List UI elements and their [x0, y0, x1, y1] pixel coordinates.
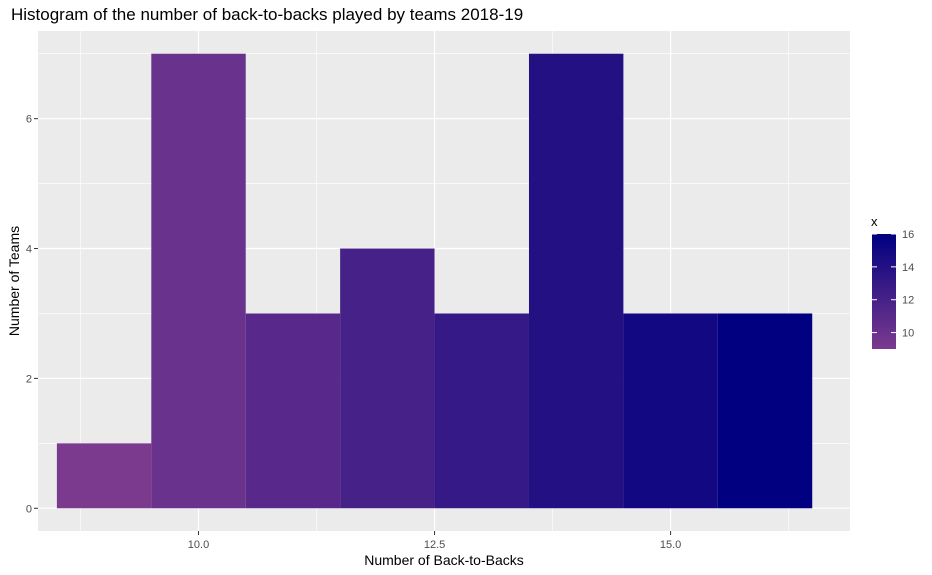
- legend-ticks: 10 12 14 16: [872, 229, 914, 340]
- legend-label: 12: [902, 295, 914, 307]
- histogram-bar: [528, 53, 624, 509]
- x-tick-label: 10.0: [188, 539, 209, 551]
- y-tick-label: 6: [26, 114, 32, 126]
- legend-title: x: [871, 214, 878, 229]
- x-axis: 10.0 12.5 15.0: [188, 531, 681, 551]
- y-axis-title: Number of Teams: [6, 226, 22, 336]
- histogram-bar: [434, 313, 529, 509]
- legend-label: 10: [902, 328, 914, 340]
- histogram-bar: [151, 53, 246, 509]
- color-legend: x 10 12 14 16: [871, 214, 914, 349]
- histogram-bar: [245, 313, 341, 509]
- histogram-bar: [623, 313, 718, 509]
- chart-title: Histogram of the number of back-to-backs…: [11, 5, 523, 24]
- histogram-bar: [717, 313, 813, 509]
- y-axis: 0 2 4 6: [26, 114, 38, 515]
- y-tick-label: 4: [26, 244, 32, 256]
- histogram-bar: [56, 443, 152, 509]
- y-tick-label: 2: [26, 373, 32, 385]
- x-tick-label: 12.5: [424, 539, 445, 551]
- x-axis-title: Number of Back-to-Backs: [364, 552, 524, 568]
- x-tick-label: 15.0: [660, 539, 681, 551]
- bars: [56, 53, 813, 509]
- legend-label: 16: [902, 229, 914, 241]
- histogram-bar: [340, 248, 435, 509]
- legend-colorbar: [872, 234, 896, 349]
- legend-label: 14: [902, 262, 914, 274]
- y-tick-label: 0: [26, 503, 32, 515]
